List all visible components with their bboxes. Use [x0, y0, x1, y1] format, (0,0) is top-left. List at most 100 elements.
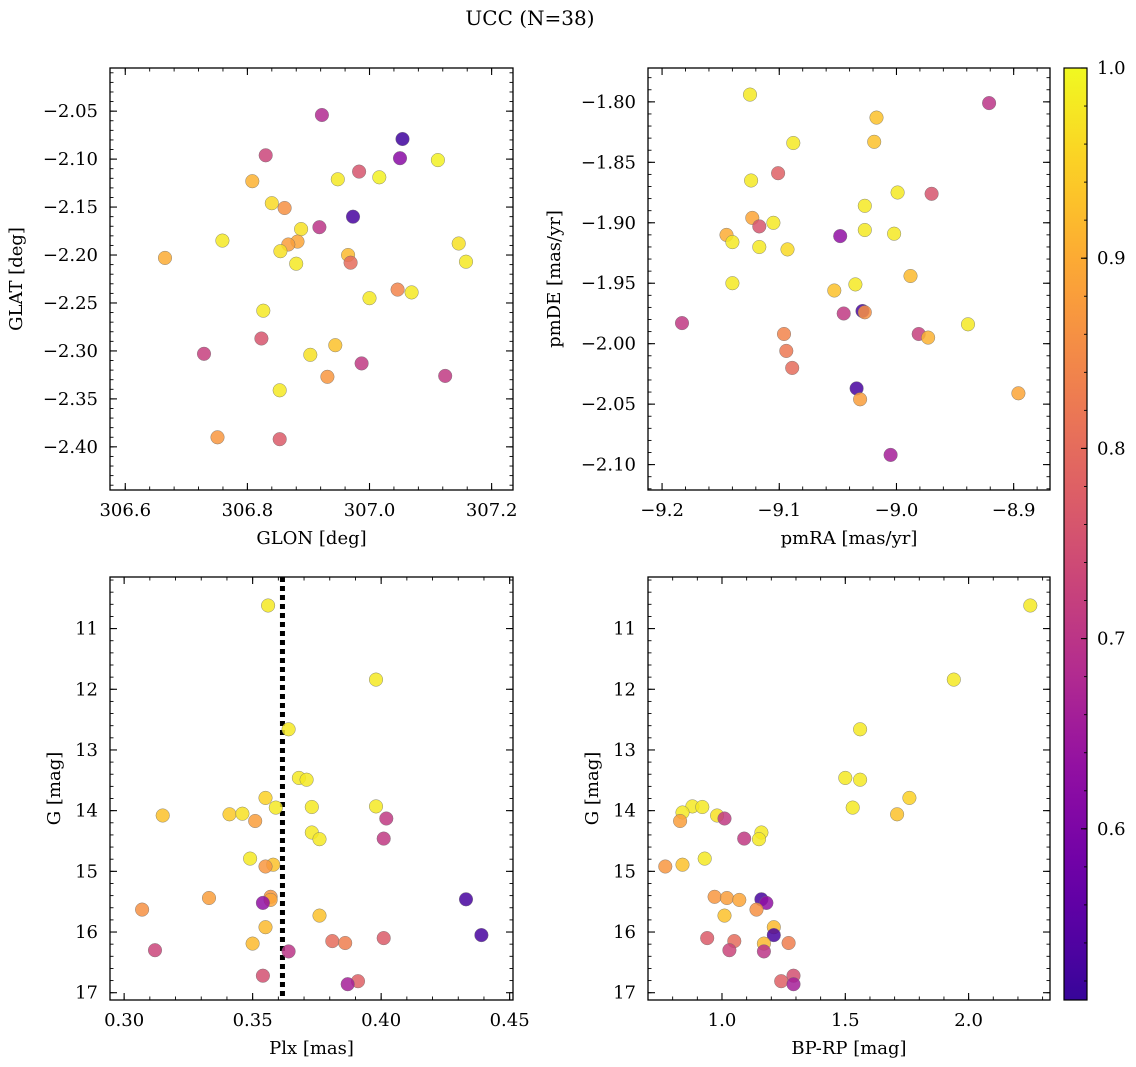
scatter-point — [255, 895, 270, 910]
scatter-point — [294, 222, 309, 237]
scatter-point — [780, 242, 795, 257]
scatter-point — [890, 185, 905, 200]
axes-frame — [109, 67, 514, 491]
scatter-points-panel-1 — [157, 107, 474, 447]
scatter-point — [675, 857, 690, 872]
scatter-point — [853, 392, 868, 407]
y-tick-label: −2.15 — [43, 197, 98, 218]
scatter-point — [338, 936, 353, 951]
scatter-point — [845, 800, 860, 815]
scatter-point — [700, 931, 715, 946]
x-tick-label: 0.40 — [361, 1010, 401, 1031]
axes-frame — [647, 576, 1051, 1001]
scatter-point — [245, 174, 260, 189]
y-tick-label: −1.90 — [581, 213, 636, 234]
scatter-point — [697, 851, 712, 866]
y-tick-label: 16 — [75, 922, 98, 943]
scatter-point — [890, 807, 905, 822]
scatter-point — [354, 356, 369, 371]
scatter-point — [299, 772, 314, 787]
x-tick-label: 1.5 — [831, 1010, 860, 1031]
y-tick-label: 14 — [613, 801, 636, 822]
scatter-point — [438, 368, 453, 383]
scatter-point — [256, 303, 271, 318]
x-axis-label: pmRA [mas/yr] — [781, 528, 918, 549]
scatter-point — [258, 859, 273, 874]
scatter-point — [695, 800, 710, 815]
scatter-point — [346, 209, 361, 224]
x-tick-label: −8.9 — [992, 500, 1036, 521]
colorbar — [1063, 67, 1088, 1001]
scatter-point — [155, 808, 170, 823]
x-tick-label: 2.0 — [954, 1010, 983, 1031]
scatter-point — [303, 347, 318, 362]
scatter-point — [395, 131, 410, 146]
x-tick-label: 306.8 — [222, 500, 274, 521]
y-tick-label: −2.25 — [43, 293, 98, 314]
scatter-point — [759, 895, 774, 910]
scatter-point — [707, 889, 722, 904]
scatter-point — [869, 110, 884, 125]
y-tick-label: −1.80 — [581, 92, 636, 113]
scatter-point — [258, 148, 273, 163]
scatter-point — [857, 305, 872, 320]
scatter-point — [245, 936, 260, 951]
scatter-point — [328, 338, 343, 353]
scatter-point — [369, 799, 384, 814]
scatter-point — [312, 832, 327, 847]
y-tick-label: −2.10 — [43, 149, 98, 170]
x-axis-label: Plx [mas] — [269, 1038, 354, 1059]
scatter-point — [785, 360, 800, 375]
scatter-point — [946, 672, 961, 687]
y-tick-label: −1.95 — [581, 273, 636, 294]
figure-title: UCC (N=38) — [465, 6, 595, 30]
axes-frame — [647, 67, 1051, 491]
scatter-point — [312, 220, 327, 235]
scatter-point — [248, 814, 263, 829]
y-tick-label: 12 — [613, 679, 636, 700]
y-axis-label: G [mag] — [582, 752, 603, 825]
y-tick-label: −2.00 — [581, 334, 636, 355]
scatter-point — [343, 255, 358, 270]
x-tick-label: 1.0 — [708, 1010, 737, 1031]
scatter-point — [725, 276, 740, 291]
y-tick-label: −2.20 — [43, 245, 98, 266]
scatter-point — [235, 806, 250, 821]
scatter-point — [210, 430, 225, 445]
x-tick-label: 0.35 — [233, 1010, 273, 1031]
colorbar-tick-label: 1.0 — [1097, 58, 1126, 79]
scatter-point — [883, 447, 898, 462]
scatter-point — [786, 977, 801, 992]
y-tick-label: 17 — [613, 983, 636, 1004]
scatter-point — [312, 908, 327, 923]
y-tick-label: 13 — [613, 740, 636, 761]
y-tick-label: −2.10 — [581, 455, 636, 476]
x-tick-label: 307.0 — [344, 500, 396, 521]
y-tick-label: 16 — [613, 922, 636, 943]
scatter-point — [867, 134, 882, 149]
scatter-point — [376, 931, 391, 946]
scatter-point — [372, 170, 387, 185]
y-tick-label: −2.05 — [43, 101, 98, 122]
scatter-points-panel-2 — [675, 87, 1026, 462]
y-tick-label: −1.85 — [581, 152, 636, 173]
scatter-point — [786, 135, 801, 150]
colorbar-tick-label: 0.7 — [1097, 629, 1126, 650]
scatter-point — [451, 236, 466, 251]
scatter-point — [673, 814, 688, 829]
scatter-point — [857, 198, 872, 213]
scatter-point — [277, 200, 292, 215]
scatter-point — [675, 316, 690, 331]
scatter-point — [320, 369, 335, 384]
y-tick-label: 11 — [75, 619, 98, 640]
scatter-point — [752, 239, 767, 254]
x-tick-label: 0.30 — [104, 1010, 144, 1031]
scatter-point — [325, 934, 340, 949]
scatter-point — [157, 250, 172, 265]
scatter-point — [756, 944, 771, 959]
scatter-point — [362, 291, 377, 306]
y-tick-label: 14 — [75, 801, 98, 822]
y-tick-label: 13 — [75, 740, 98, 761]
y-tick-label: −2.40 — [43, 437, 98, 458]
